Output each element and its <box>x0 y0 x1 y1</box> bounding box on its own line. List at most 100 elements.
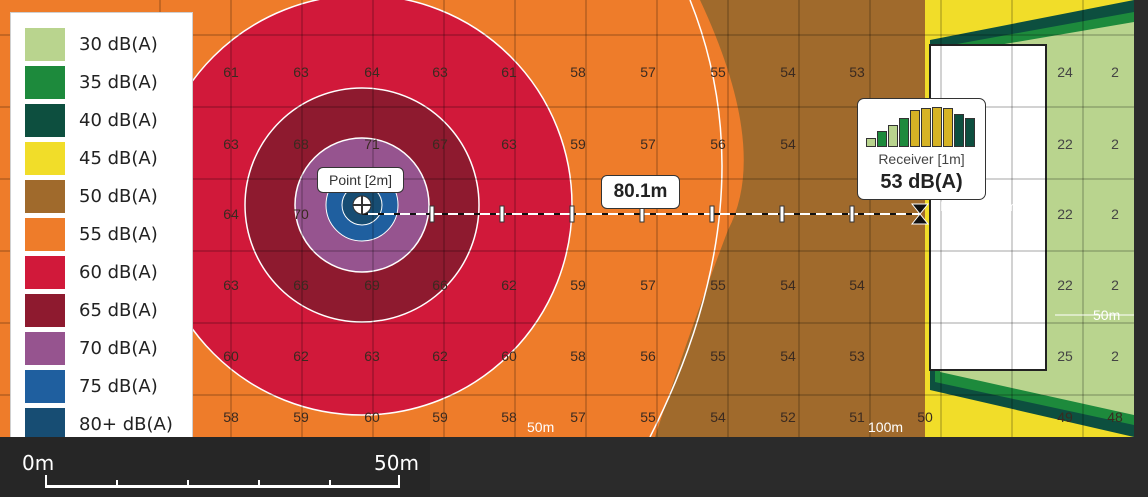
legend-swatch <box>25 407 65 441</box>
legend-swatch <box>25 27 65 61</box>
receiver-card[interactable]: Receiver [1m] 53 dB(A) <box>857 98 986 200</box>
receiver-name: Receiver [1m] <box>878 151 965 167</box>
distance-label: 80.1m <box>601 175 680 209</box>
grid-value: 57 <box>570 409 586 425</box>
legend-item: 40 dB(A) <box>25 101 192 139</box>
grid-value: 53 <box>849 348 865 364</box>
grid-value: 66 <box>432 277 448 293</box>
grid-value: 56 <box>710 136 726 152</box>
measurement-tick <box>429 205 435 223</box>
legend-label: 55 dB(A) <box>79 223 158 245</box>
grid-value: 64 <box>364 64 380 80</box>
legend-swatch <box>25 65 65 99</box>
scale-end-label: 50m <box>374 451 419 475</box>
legend-swatch <box>25 217 65 251</box>
spectrum-bar <box>899 118 909 147</box>
grid-value: 55 <box>710 277 726 293</box>
grid-value: 22 <box>1057 277 1073 293</box>
grid-value: 62 <box>432 348 448 364</box>
legend-label: 45 dB(A) <box>79 147 158 169</box>
grid-value: 2 <box>1111 348 1119 364</box>
grid-value: 60 <box>364 409 380 425</box>
grid-value: 51 <box>849 409 865 425</box>
grid-value: 66 <box>293 277 309 293</box>
grid-value: 57 <box>640 64 656 80</box>
grid-value: 58 <box>223 409 239 425</box>
building-label: Building [6m] <box>940 198 1021 214</box>
legend-item: 50 dB(A) <box>25 177 192 215</box>
receiver-spectrum-bars <box>866 107 979 147</box>
legend-label: 70 dB(A) <box>79 337 158 359</box>
legend-item: 60 dB(A) <box>25 253 192 291</box>
legend-label: 80+ dB(A) <box>79 413 173 435</box>
grid-value: 63 <box>223 277 239 293</box>
spectrum-bar <box>888 125 898 147</box>
measurement-tick <box>709 205 715 223</box>
legend-label: 65 dB(A) <box>79 299 158 321</box>
grid-value: 64 <box>223 206 239 222</box>
receiver-marker[interactable] <box>910 203 930 225</box>
grid-value: 62 <box>293 348 309 364</box>
legend-label: 30 dB(A) <box>79 33 158 55</box>
grid-value: 22 <box>1057 136 1073 152</box>
measurement-tick <box>779 205 785 223</box>
spectrum-bar <box>954 114 964 147</box>
legend-label: 75 dB(A) <box>79 375 158 397</box>
scale-tick <box>258 480 260 488</box>
grid-value: 22 <box>1057 206 1073 222</box>
legend-item: 35 dB(A) <box>25 63 192 101</box>
scale-line <box>45 485 400 488</box>
legend-swatch <box>25 141 65 175</box>
legend-swatch <box>25 255 65 289</box>
grid-value: 52 <box>780 409 796 425</box>
grid-value: 54 <box>780 348 796 364</box>
grid-value: 2 <box>1111 64 1119 80</box>
grid-values: 61 63 64 63 61 58 57 55 54 53 24 2 63 68 71 67 63 59 57 56 5… <box>223 64 1123 425</box>
legend-swatch <box>25 331 65 365</box>
grid-value: 63 <box>432 64 448 80</box>
legend-label: 35 dB(A) <box>79 71 158 93</box>
grid-value: 54 <box>780 64 796 80</box>
grid-value: 63 <box>501 136 517 152</box>
grid-value: 71 <box>364 136 380 152</box>
scale-bar: 0m 50m <box>0 437 430 497</box>
point-source-marker[interactable] <box>352 195 372 215</box>
distance-label-100m: 100m <box>868 419 903 435</box>
contour-line <box>649 0 723 437</box>
grid-value: 68 <box>293 136 309 152</box>
legend-item: 55 dB(A) <box>25 215 192 253</box>
grid-value: 56 <box>640 348 656 364</box>
grid-value: 49 <box>1057 409 1073 425</box>
measurement-tick <box>569 205 575 223</box>
legend-swatch <box>25 369 65 403</box>
scale-tick <box>187 480 189 488</box>
scale-tick <box>45 475 47 488</box>
measurement-ticks <box>429 205 855 223</box>
spectrum-bar <box>943 108 953 147</box>
legend-item: 45 dB(A) <box>25 139 192 177</box>
grid-value: 55 <box>640 409 656 425</box>
measurement-tick <box>499 205 505 223</box>
legend-item: 70 dB(A) <box>25 329 192 367</box>
legend-label: 40 dB(A) <box>79 109 158 131</box>
grid-value: 57 <box>640 277 656 293</box>
grid-value: 2 <box>1111 136 1119 152</box>
scale-tick <box>116 480 118 488</box>
spectrum-bar <box>866 138 876 147</box>
legend-label: 60 dB(A) <box>79 261 158 283</box>
grid-value: 58 <box>570 64 586 80</box>
grid-value: 62 <box>501 277 517 293</box>
grid-value: 55 <box>710 348 726 364</box>
grid-value: 59 <box>570 277 586 293</box>
grid-value: 48 <box>1107 409 1123 425</box>
scale-tick <box>329 480 331 488</box>
legend-swatch <box>25 293 65 327</box>
grid-value: 2 <box>1111 277 1119 293</box>
grid-value: 50 <box>917 409 933 425</box>
grid-value: 59 <box>570 136 586 152</box>
point-label[interactable]: Point [2m] <box>317 167 404 193</box>
grid-value: 61 <box>223 64 239 80</box>
grid-value: 60 <box>223 348 239 364</box>
legend-item: 80+ dB(A) <box>25 405 192 443</box>
spectrum-bar <box>877 131 887 147</box>
